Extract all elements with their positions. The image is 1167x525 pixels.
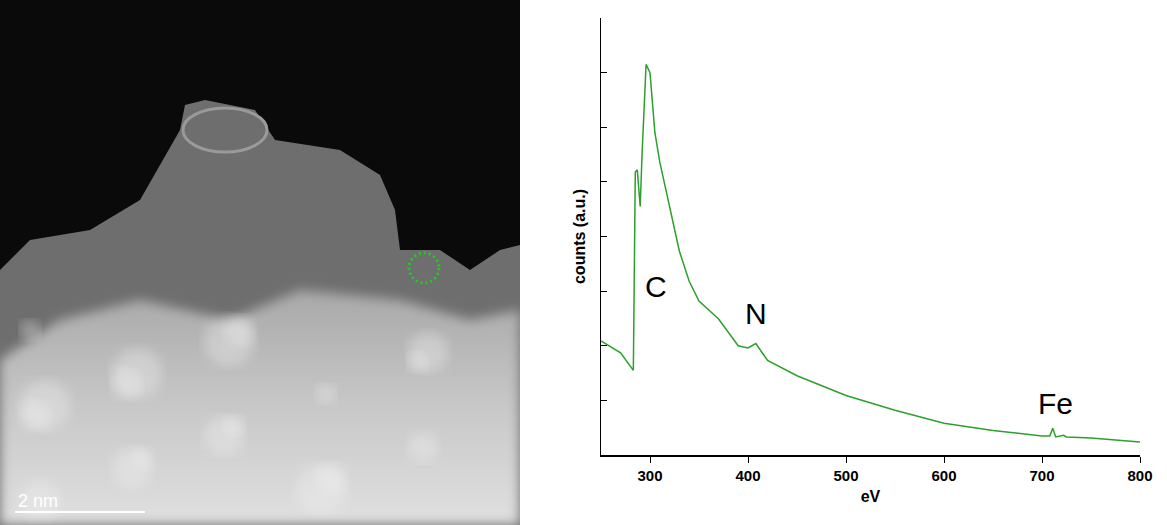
svg-text:eV: eV (861, 488, 881, 505)
svg-text:Fe: Fe (1038, 387, 1073, 420)
svg-text:C: C (645, 270, 667, 303)
svg-text:400: 400 (735, 467, 760, 484)
svg-text:300: 300 (637, 467, 662, 484)
svg-text:2 nm: 2 nm (18, 491, 58, 511)
svg-text:N: N (745, 297, 767, 330)
svg-text:counts (a.u.): counts (a.u.) (571, 189, 588, 284)
svg-text:700: 700 (1029, 467, 1054, 484)
svg-text:500: 500 (833, 467, 858, 484)
svg-text:800: 800 (1127, 467, 1152, 484)
svg-text:600: 600 (931, 467, 956, 484)
